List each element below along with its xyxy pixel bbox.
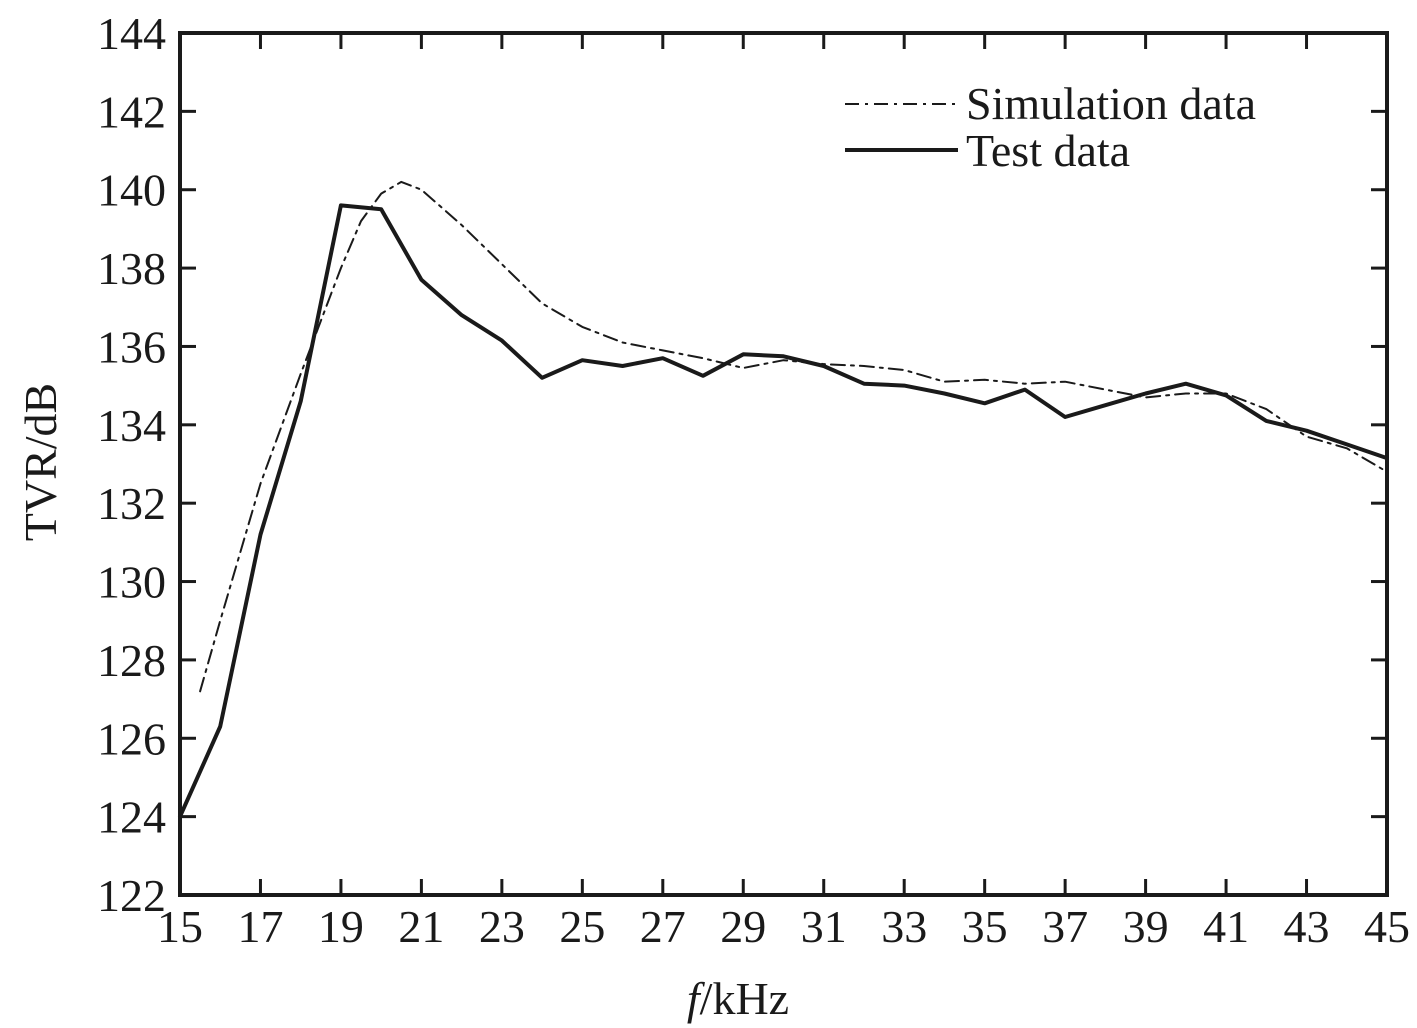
y-tick-label: 124 xyxy=(97,792,166,843)
y-tick-label: 122 xyxy=(97,870,166,921)
x-tick-label: 31 xyxy=(801,901,847,952)
x-axis-label-unit: /kHz xyxy=(700,973,789,1024)
x-tick-label: 21 xyxy=(398,901,444,952)
x-tick-label: 37 xyxy=(1042,901,1088,952)
y-axis-label: TVR/dB xyxy=(15,383,66,541)
x-tick-label: 17 xyxy=(237,901,283,952)
x-tick-label: 29 xyxy=(720,901,766,952)
legend-label-test: Test data xyxy=(966,125,1130,176)
y-tick-label: 144 xyxy=(97,8,166,59)
series-layer xyxy=(178,180,1389,819)
x-tick-label: 35 xyxy=(962,901,1008,952)
x-axis-label: f/kHz xyxy=(687,973,789,1024)
labels-layer: 15 17 19 21 23 25 27 29 31 33 35 37 39 41 43 45 122 124 12… xyxy=(97,8,1410,952)
y-tick-label: 134 xyxy=(97,400,166,451)
y-tick-label: 138 xyxy=(97,243,166,294)
legend: Simulation data Test data xyxy=(845,78,1256,176)
x-tick-label: 43 xyxy=(1284,901,1330,952)
x-tick-label: 41 xyxy=(1203,901,1249,952)
plot-frame xyxy=(178,31,1389,897)
x-tick-label: 19 xyxy=(318,901,364,952)
series-line-test xyxy=(178,203,1389,819)
x-tick-label: 23 xyxy=(479,901,525,952)
x-tick-label: 33 xyxy=(881,901,927,952)
x-tick-label: 39 xyxy=(1123,901,1169,952)
x-tick-label: 25 xyxy=(559,901,605,952)
ticks-layer xyxy=(178,31,1389,897)
x-tick-label: 45 xyxy=(1364,901,1410,952)
y-tick-label: 142 xyxy=(97,86,166,137)
series-line-simulation xyxy=(199,180,1388,693)
legend-label-simulation: Simulation data xyxy=(966,78,1256,129)
y-tick-label: 128 xyxy=(97,635,166,686)
y-tick-label: 130 xyxy=(97,557,166,608)
y-tick-label: 140 xyxy=(97,165,166,216)
x-tick-label: 15 xyxy=(157,901,203,952)
y-tick-label: 136 xyxy=(97,321,166,372)
x-tick-label: 27 xyxy=(640,901,686,952)
y-tick-label: 132 xyxy=(97,478,166,529)
y-tick-label: 126 xyxy=(97,713,166,764)
